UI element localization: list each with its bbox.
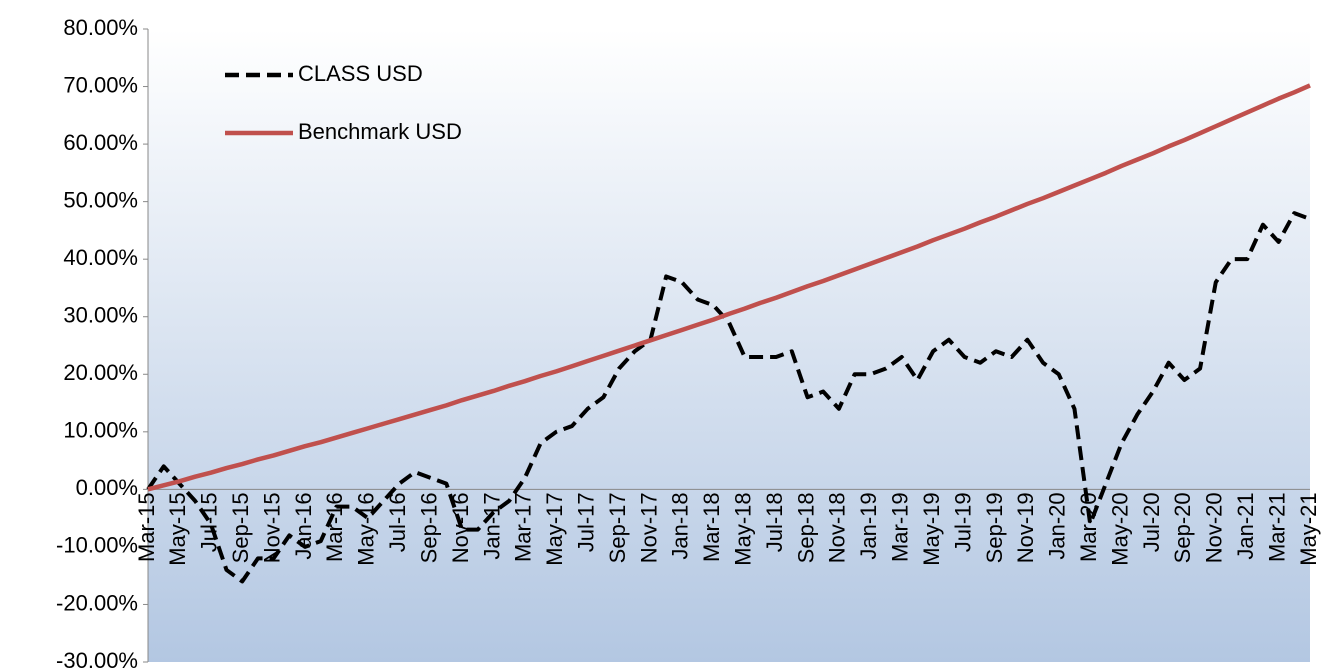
y-tick-label: 70.00% bbox=[63, 72, 138, 97]
x-tick-label: Sep-18 bbox=[793, 492, 818, 563]
series-line bbox=[147, 83, 1311, 492]
y-tick-label: -30.00% bbox=[56, 648, 138, 671]
x-tick-label: Mar-21 bbox=[1264, 492, 1289, 562]
y-tick-label: 50.00% bbox=[63, 187, 138, 212]
series-line bbox=[146, 211, 1311, 584]
x-tick-label: Jan-18 bbox=[668, 492, 693, 559]
plot-area bbox=[148, 29, 1310, 662]
x-tick-label: Jan-19 bbox=[856, 492, 881, 559]
x-tick-label: Mar-19 bbox=[888, 492, 913, 562]
x-tick-label: Sep-20 bbox=[1170, 492, 1195, 563]
x-tick-label: Nov-17 bbox=[636, 492, 661, 563]
x-tick-label: Mar-20 bbox=[1076, 492, 1101, 562]
y-tick-label: 10.00% bbox=[63, 418, 138, 443]
x-tick-label: Jan-17 bbox=[479, 492, 504, 559]
y-tick-label: 0.00% bbox=[76, 475, 138, 500]
x-tick-label: Mar-17 bbox=[511, 492, 536, 562]
legend-label: Benchmark USD bbox=[298, 119, 462, 144]
x-tick-label: Sep-17 bbox=[605, 492, 630, 563]
x-tick-label: Sep-19 bbox=[982, 492, 1007, 563]
x-tick-label: Jan-21 bbox=[1233, 492, 1258, 559]
x-tick-label: May-16 bbox=[354, 492, 379, 565]
legend-label: CLASS USD bbox=[298, 61, 423, 86]
y-tick-label: 30.00% bbox=[63, 303, 138, 328]
y-tick-label: 60.00% bbox=[63, 130, 138, 155]
x-tick-label: Jul-16 bbox=[385, 492, 410, 552]
x-tick-label: Jul-17 bbox=[573, 492, 598, 552]
y-tick-label: 40.00% bbox=[63, 245, 138, 270]
x-tick-label: May-21 bbox=[1296, 492, 1321, 565]
x-tick-label: Nov-18 bbox=[825, 492, 850, 563]
x-tick-label: May-20 bbox=[1107, 492, 1132, 565]
x-tick-label: Jan-16 bbox=[291, 492, 316, 559]
y-tick-label: -10.00% bbox=[56, 533, 138, 558]
x-tick-label: Nov-19 bbox=[1013, 492, 1038, 563]
x-tick-label: Jul-19 bbox=[950, 492, 975, 552]
x-tick-label: Jul-15 bbox=[197, 492, 222, 552]
x-tick-label: May-17 bbox=[542, 492, 567, 565]
x-tick-label: Mar-16 bbox=[322, 492, 347, 562]
x-tick-label: Sep-15 bbox=[228, 492, 253, 563]
x-tick-label: Jan-20 bbox=[1045, 492, 1070, 559]
y-tick-label: 80.00% bbox=[63, 15, 138, 40]
y-tick-label: -20.00% bbox=[56, 590, 138, 615]
x-tick-label: May-18 bbox=[731, 492, 756, 565]
x-tick-label: Jul-20 bbox=[1139, 492, 1164, 552]
x-tick-label: Jul-18 bbox=[762, 492, 787, 552]
x-tick-label: Nov-15 bbox=[259, 492, 284, 563]
x-tick-label: Mar-18 bbox=[699, 492, 724, 562]
x-tick-label: Sep-16 bbox=[416, 492, 441, 563]
x-tick-label: May-19 bbox=[919, 492, 944, 565]
x-tick-label: Nov-20 bbox=[1202, 492, 1227, 563]
y-tick-label: 20.00% bbox=[63, 360, 138, 385]
x-tick-label: May-15 bbox=[165, 492, 190, 565]
x-tick-label: Mar-15 bbox=[134, 492, 159, 562]
